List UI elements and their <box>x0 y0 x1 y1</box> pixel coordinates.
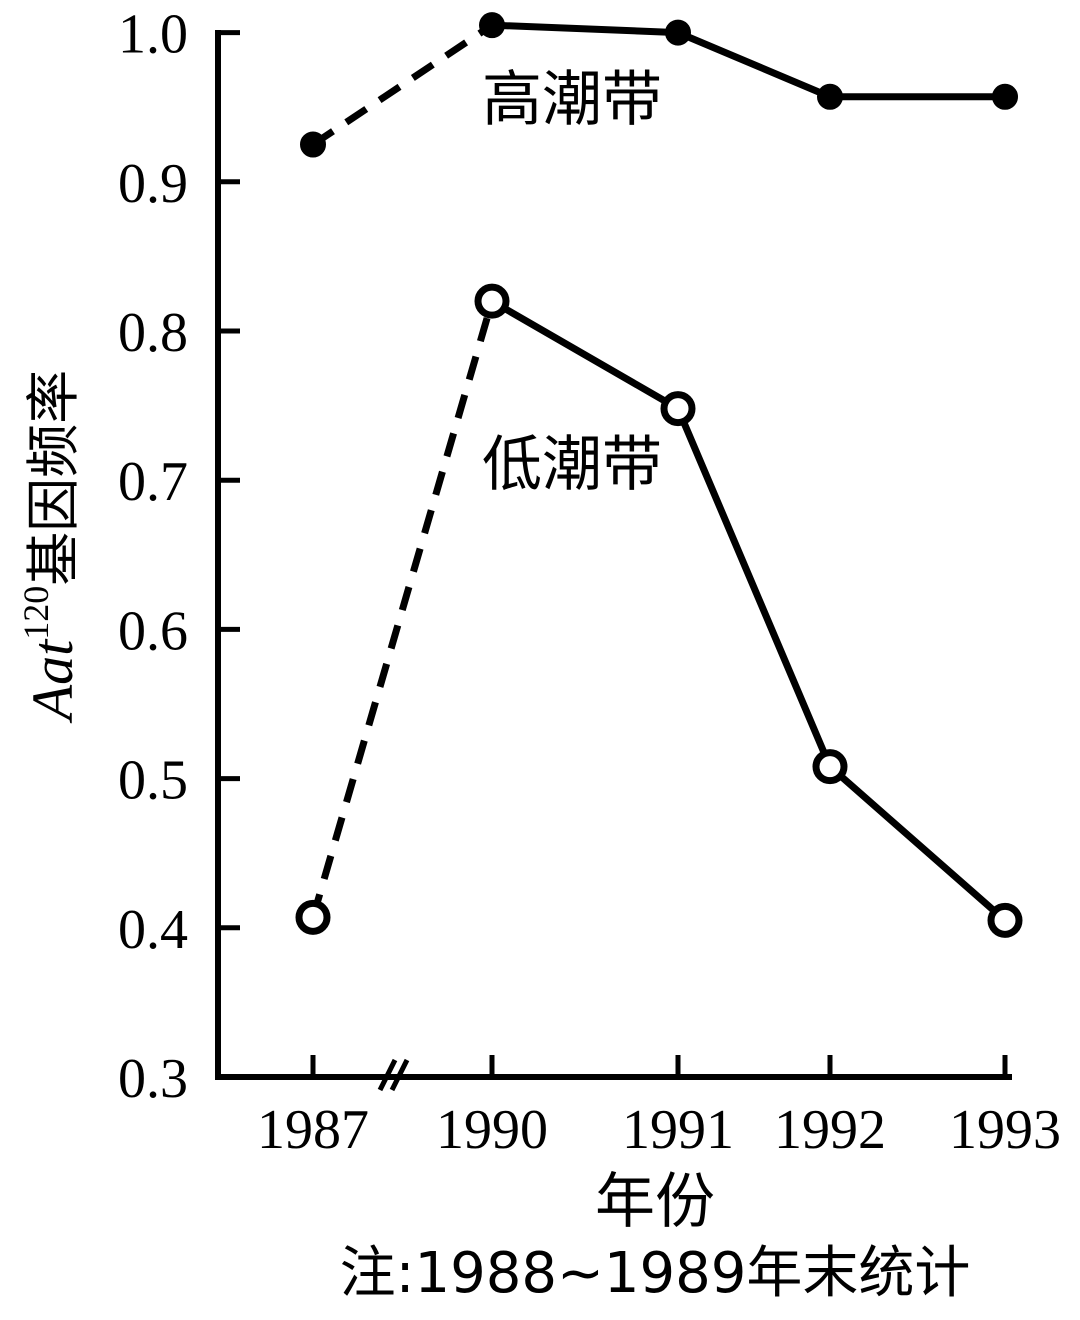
x-tick-label: 1992 <box>774 1099 886 1161</box>
series-high-point <box>817 83 843 110</box>
series-high-segment <box>311 22 494 148</box>
y-tick-label: 0.5 <box>118 750 188 812</box>
series-low-segment <box>309 300 496 919</box>
y-tick-label: 0.9 <box>118 153 188 215</box>
series-lines <box>309 21 1009 924</box>
x-tick-label: 1990 <box>436 1099 548 1161</box>
axis-break-mark <box>377 1058 398 1092</box>
x-tick-label: 1993 <box>949 1099 1061 1161</box>
y-axis-label-sup: 120 <box>16 586 56 640</box>
series-high-segment <box>488 21 682 37</box>
y-tick-label: 1.0 <box>118 4 188 66</box>
series-low-point <box>660 391 696 427</box>
series-low-point <box>295 899 331 935</box>
series-points <box>295 12 1023 938</box>
x-tick-label: 1991 <box>622 1099 734 1161</box>
x-tick-label: 1987 <box>257 1099 369 1161</box>
y-ticks: 0.3 0.4 0.5 0.6 0.7 0.8 0.9 1.0 <box>118 4 240 1110</box>
y-axis-label: Aat120基因频率 <box>16 370 85 725</box>
series-label-low: 低潮带 <box>482 430 662 500</box>
series-low-point <box>812 749 848 785</box>
series-high-point <box>992 83 1018 110</box>
series-low-point <box>987 902 1023 938</box>
chart-note: 注:1988~1989年末统计 <box>340 1241 971 1306</box>
x-axis-label: 年份 <box>595 1167 715 1237</box>
series-high-point <box>300 131 326 158</box>
y-tick-label: 0.7 <box>118 451 188 513</box>
y-tick-label: 0.4 <box>118 899 188 961</box>
y-tick-label: 0.8 <box>118 302 188 364</box>
axes <box>215 30 1012 1092</box>
y-axis-label-italic: Aat <box>20 638 85 724</box>
series-low-point <box>474 283 510 319</box>
y-axis-label-text: 基因频率 <box>22 370 85 586</box>
y-tick-label: 0.6 <box>118 600 188 662</box>
series-high-point <box>479 12 505 39</box>
x-ticks: 1987 1990 1991 1992 1993 <box>257 1055 1061 1161</box>
series-high-point <box>665 19 691 46</box>
series-low-segment <box>826 763 1009 924</box>
series-low-segment <box>674 405 834 771</box>
series-label-high: 高潮带 <box>482 65 662 135</box>
series-high-segment <box>674 29 834 101</box>
y-tick-label: 0.3 <box>118 1048 188 1110</box>
series-low-segment <box>488 297 682 413</box>
axis-break-mark <box>389 1058 410 1092</box>
